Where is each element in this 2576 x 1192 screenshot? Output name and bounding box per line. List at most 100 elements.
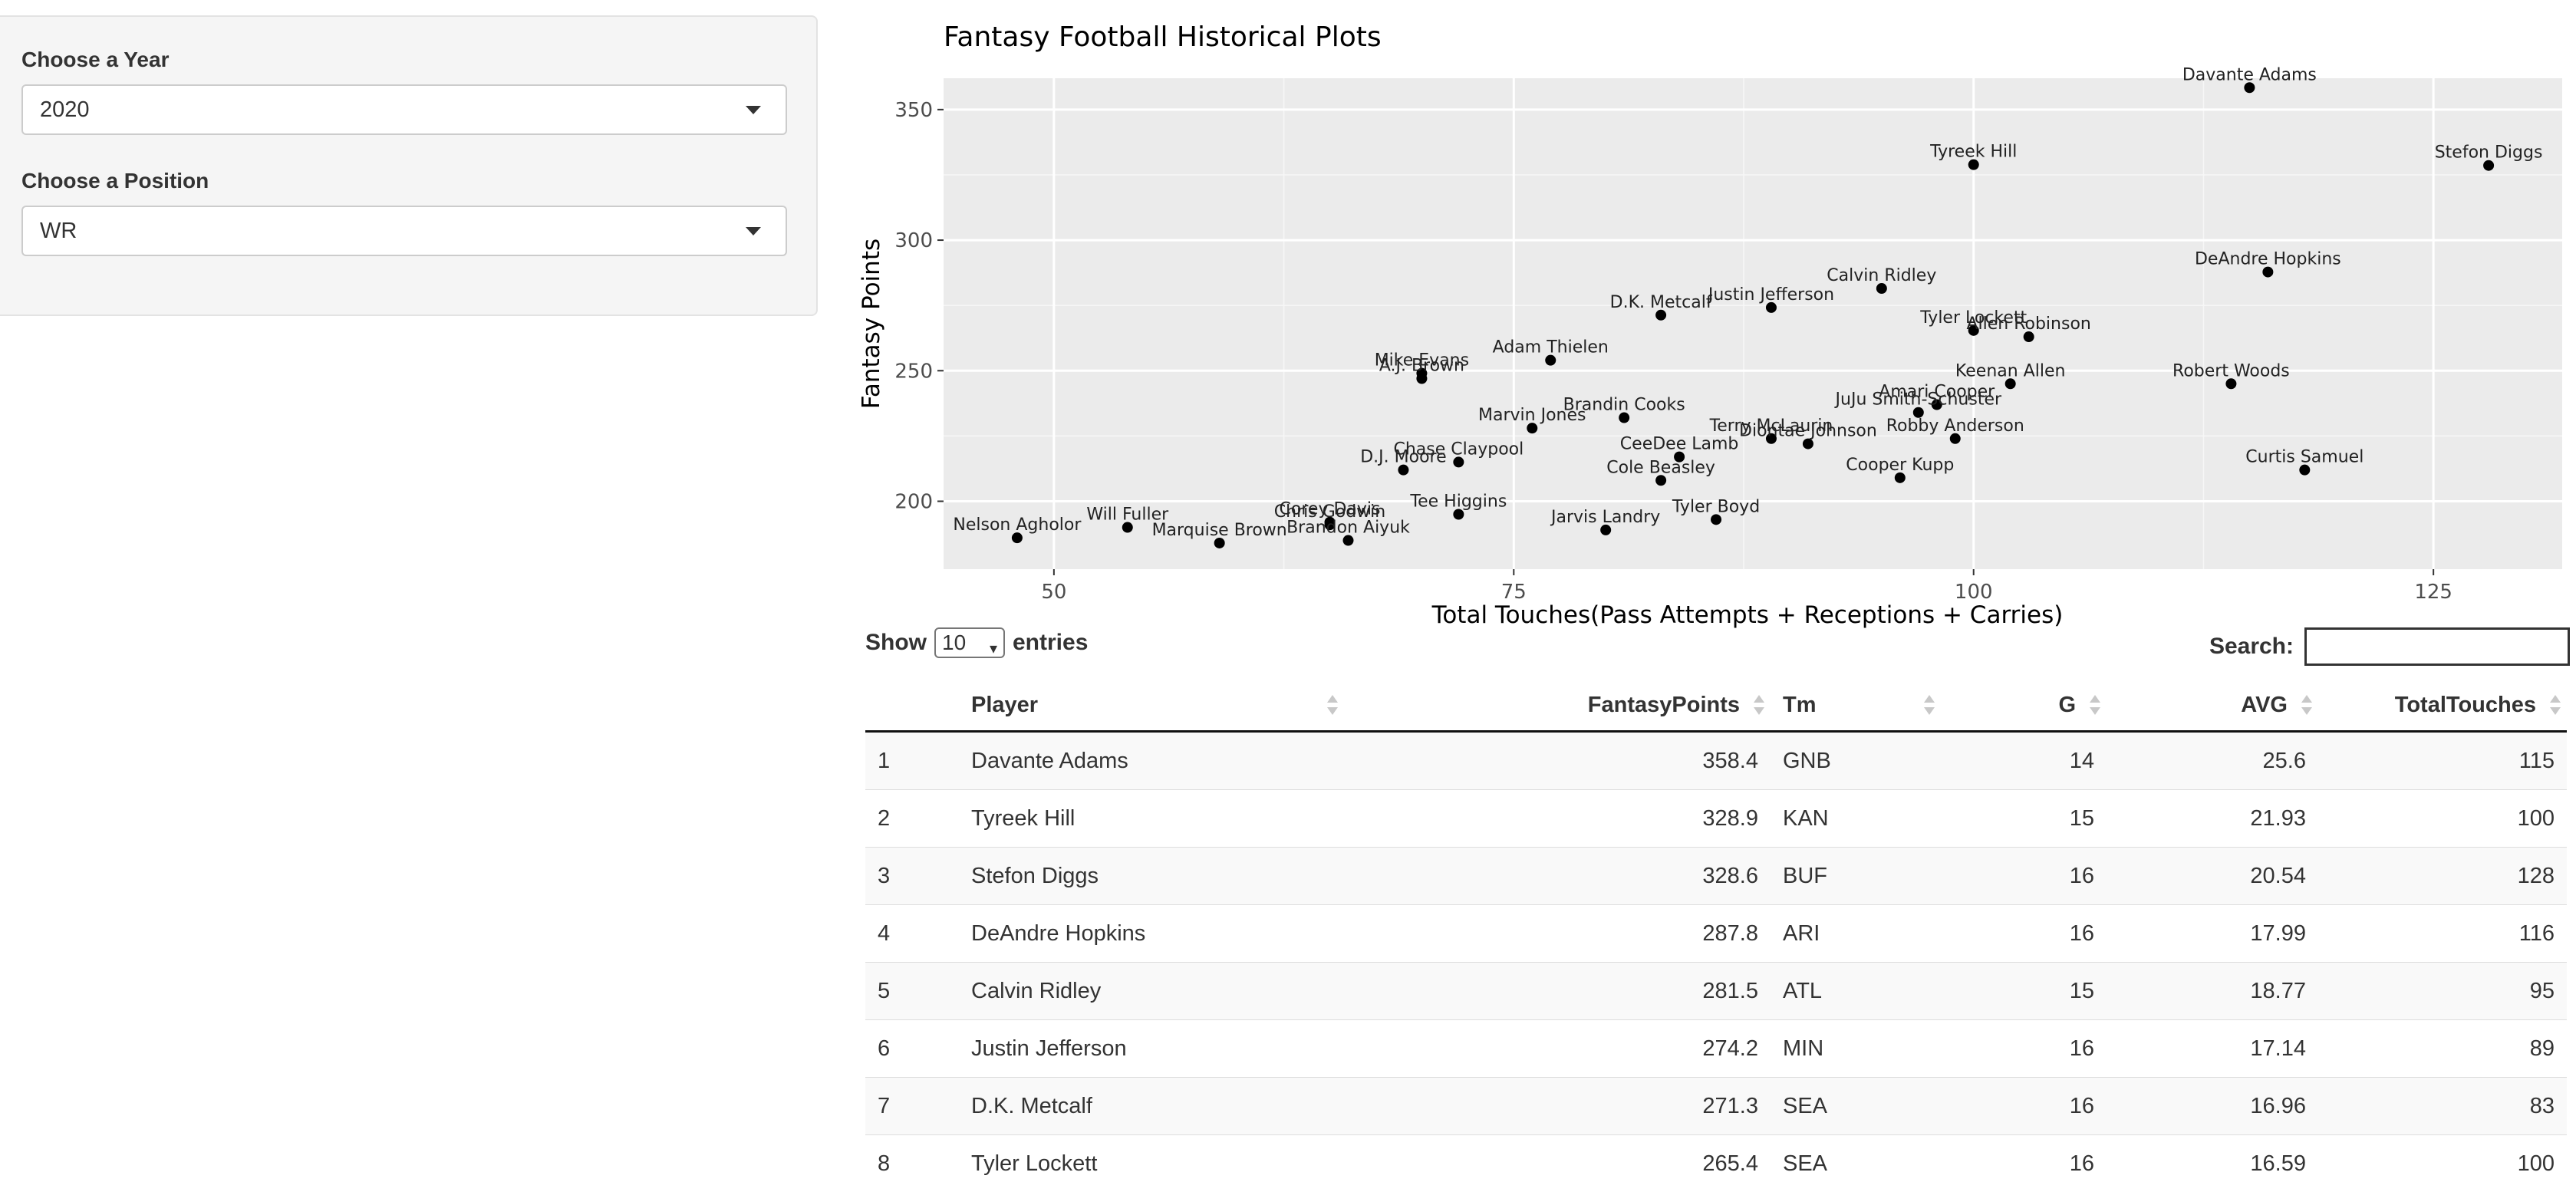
- table-row[interactable]: 6 Justin Jefferson 274.2 MIN 16 17.14 89: [865, 1020, 2567, 1078]
- cell-g: 16: [1941, 905, 2107, 963]
- y-axis-label: Fantasy Points: [858, 239, 885, 409]
- column-header-totaltouches[interactable]: TotalTouches: [2318, 680, 2567, 732]
- position-label: Choose a Position: [21, 169, 209, 193]
- column-header-label: AVG: [2241, 693, 2288, 717]
- entries-label: entries: [1013, 630, 1088, 656]
- cell-tm: ATL: [1771, 963, 1941, 1020]
- cell-g: 16: [1941, 848, 2107, 905]
- column-header-index: [865, 680, 959, 732]
- year-label: Choose a Year: [21, 48, 169, 72]
- column-header-avg[interactable]: AVG: [2107, 680, 2318, 732]
- cell-avg: 16.59: [2107, 1135, 2318, 1192]
- cell-fantasypoints: 328.6: [1344, 848, 1771, 905]
- cell-totaltouches: 128: [2318, 848, 2567, 905]
- cell-avg: 18.77: [2107, 963, 2318, 1020]
- cell-totaltouches: 95: [2318, 963, 2567, 1020]
- column-header-tm[interactable]: Tm: [1771, 680, 1941, 732]
- table-row[interactable]: 5 Calvin Ridley 281.5 ATL 15 18.77 95: [865, 963, 2567, 1020]
- position-select[interactable]: WR: [21, 206, 787, 256]
- table-row[interactable]: 3 Stefon Diggs 328.6 BUF 16 20.54 128: [865, 848, 2567, 905]
- column-header-player[interactable]: Player: [959, 680, 1344, 732]
- point-label: Brandon Aiyuk: [1286, 519, 1410, 538]
- point-label: Stefon Diggs: [2435, 143, 2543, 163]
- cell-player: Calvin Ridley: [959, 963, 1344, 1020]
- sort-icon: [2301, 695, 2312, 716]
- cell-player: Davante Adams: [959, 732, 1344, 790]
- cell-avg: 17.14: [2107, 1020, 2318, 1078]
- cell-totaltouches: 100: [2318, 790, 2567, 848]
- y-tick-label: 350: [894, 99, 933, 122]
- search-input[interactable]: [2304, 627, 2570, 666]
- cell-fantasypoints: 281.5: [1344, 963, 1771, 1020]
- cell-fantasypoints: 328.9: [1344, 790, 1771, 848]
- cell-fantasypoints: 287.8: [1344, 905, 1771, 963]
- point-label: Robby Anderson: [1886, 417, 2024, 436]
- show-label: Show: [865, 630, 927, 656]
- cell-player: DeAndre Hopkins: [959, 905, 1344, 963]
- point-label: D.K. Metcalf: [1610, 293, 1713, 312]
- column-header-label: G: [2058, 693, 2076, 717]
- cell-g: 14: [1941, 732, 2107, 790]
- cell-avg: 21.93: [2107, 790, 2318, 848]
- point-label: CeeDee Lamb: [1620, 435, 1739, 454]
- cell-index: 7: [865, 1078, 959, 1135]
- cell-avg: 25.6: [2107, 732, 2318, 790]
- cell-player: Tyler Lockett: [959, 1135, 1344, 1192]
- cell-tm: SEA: [1771, 1078, 1941, 1135]
- cell-totaltouches: 115: [2318, 732, 2567, 790]
- cell-g: 16: [1941, 1020, 2107, 1078]
- chevron-down-icon: [746, 106, 761, 114]
- cell-totaltouches: 116: [2318, 905, 2567, 963]
- cell-avg: 16.96: [2107, 1078, 2318, 1135]
- point-label: Keenan Allen: [1955, 361, 2066, 380]
- year-select[interactable]: 2020: [21, 84, 787, 135]
- cell-index: 6: [865, 1020, 959, 1078]
- cell-tm: SEA: [1771, 1135, 1941, 1192]
- point-label: DeAndre Hopkins: [2195, 250, 2341, 269]
- cell-index: 1: [865, 732, 959, 790]
- chevron-down-icon: ▾: [990, 635, 997, 663]
- cell-player: Stefon Diggs: [959, 848, 1344, 905]
- table-row[interactable]: 4 DeAndre Hopkins 287.8 ARI 16 17.99 116: [865, 905, 2567, 963]
- point-label: Tee Higgins: [1409, 492, 1507, 512]
- table-row[interactable]: 1 Davante Adams 358.4 GNB 14 25.6 115: [865, 732, 2567, 790]
- point-label: A.J. Brown: [1379, 356, 1464, 375]
- entries-select[interactable]: 10 ▾: [934, 627, 1005, 658]
- entries-length-control: Show 10 ▾ entries: [865, 627, 1088, 658]
- table-row[interactable]: 2 Tyreek Hill 328.9 KAN 15 21.93 100: [865, 790, 2567, 848]
- search-label: Search:: [2209, 634, 2294, 660]
- point-label: Cooper Kupp: [1846, 456, 1954, 475]
- x-axis-label: Total Touches(Pass Attempts + Receptions…: [1431, 601, 2064, 629]
- table-row[interactable]: 8 Tyler Lockett 265.4 SEA 16 16.59 100: [865, 1135, 2567, 1192]
- cell-g: 16: [1941, 1135, 2107, 1192]
- cell-index: 8: [865, 1135, 959, 1192]
- column-header-fantasypoints[interactable]: FantasyPoints: [1344, 680, 1771, 732]
- point-label: Nelson Agholor: [953, 515, 1082, 535]
- point-label: Cole Beasley: [1606, 458, 1715, 477]
- column-header-g[interactable]: G: [1941, 680, 2107, 732]
- sort-icon: [2550, 695, 2561, 716]
- point-label: Allen Robinson: [1966, 314, 2090, 334]
- plot-panel: [944, 78, 2562, 569]
- sort-icon: [1327, 695, 1338, 716]
- cell-fantasypoints: 358.4: [1344, 732, 1771, 790]
- cell-g: 15: [1941, 963, 2107, 1020]
- cell-index: 3: [865, 848, 959, 905]
- x-tick-label: 125: [2414, 581, 2452, 604]
- point-label: Justin Jefferson: [1707, 285, 1834, 305]
- point-label: Davante Adams: [2182, 65, 2317, 84]
- table-row[interactable]: 7 D.K. Metcalf 271.3 SEA 16 16.96 83: [865, 1078, 2567, 1135]
- point-label: Calvin Ridley: [1827, 266, 1936, 285]
- point-label: Marquise Brown: [1152, 521, 1287, 540]
- point-label: JuJu Smith-Schuster: [1834, 390, 2002, 410]
- cell-tm: MIN: [1771, 1020, 1941, 1078]
- cell-tm: KAN: [1771, 790, 1941, 848]
- y-tick-label: 300: [894, 229, 933, 252]
- point-label: Robert Woods: [2172, 361, 2290, 380]
- column-header-label: Player: [971, 693, 1038, 717]
- position-select-value: WR: [40, 219, 77, 243]
- table-header-row: Player FantasyPoints Tm G AVG TotalTouch…: [865, 680, 2567, 732]
- point-label: Marvin Jones: [1478, 406, 1586, 425]
- cell-avg: 17.99: [2107, 905, 2318, 963]
